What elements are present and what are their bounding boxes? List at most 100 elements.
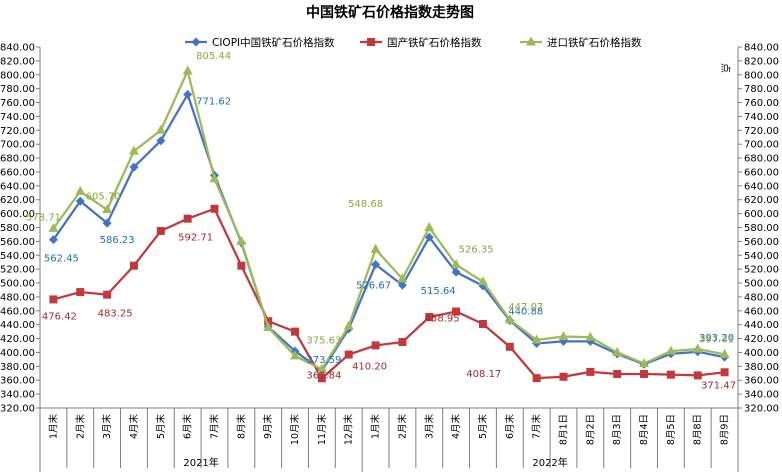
legend-label: CIOPI中国铁矿石价格指数 xyxy=(212,36,335,49)
y-tick-label-left: 460.00 xyxy=(0,306,35,317)
plot-area: 562.45 586.23 771.62 373.59 526.67 515.64 440.… xyxy=(26,51,736,391)
y-tick-label-left: 780.00 xyxy=(0,84,35,95)
x-tick-label: 3月末 xyxy=(101,414,113,440)
data-point xyxy=(344,350,353,359)
data-label: 526.35 xyxy=(459,245,494,256)
y-tick-label-left: 820.00 xyxy=(0,56,35,67)
data-label: 375.63 xyxy=(306,335,341,346)
legend-label: 进口铁矿石价格指数 xyxy=(547,36,642,49)
y-tick-label-left: 400.00 xyxy=(0,348,35,359)
year-label: 2022年 xyxy=(532,456,567,469)
data-point xyxy=(692,343,703,353)
data-point xyxy=(263,321,274,331)
data-label: 805.44 xyxy=(196,51,231,62)
y-tick-label-right: 740.00 xyxy=(744,112,779,123)
data-point xyxy=(48,235,58,245)
legend-label: 国产铁矿石价格指数 xyxy=(387,36,482,49)
axes: 320.00 320.00 340.00 340.00 360.00 360.00 380.… xyxy=(0,43,779,472)
data-point xyxy=(75,196,85,206)
data-point xyxy=(585,331,596,341)
data-label: 476.42 xyxy=(42,311,77,322)
y-tick-label-right: 380.00 xyxy=(744,362,779,373)
x-tick-label: 7月末 xyxy=(209,414,221,440)
data-point xyxy=(48,222,59,232)
data-label: 410.20 xyxy=(352,361,387,372)
x-tick-label: 1月末 xyxy=(370,414,382,440)
y2-axis-label: 点 xyxy=(719,63,731,73)
y-tick-label-right: 520.00 xyxy=(744,265,779,276)
legend: CIOPI中国铁矿石价格指数 国产铁矿石价格指数 进口铁矿石价格指数 xyxy=(185,36,642,49)
data-point xyxy=(128,145,139,155)
y-tick-label-left: 540.00 xyxy=(0,251,35,262)
data-point xyxy=(290,350,301,360)
data-point xyxy=(398,338,407,347)
data-point xyxy=(424,232,434,242)
data-point xyxy=(693,371,702,380)
y-tick-label-left: 700.00 xyxy=(0,140,35,151)
y-tick-label-left: 420.00 xyxy=(0,334,35,345)
data-point xyxy=(102,218,112,228)
data-point xyxy=(504,314,515,324)
data-label: 397.31 xyxy=(699,334,734,345)
data-point xyxy=(264,317,273,326)
y-tick-label-right: 560.00 xyxy=(744,237,779,248)
y-tick-label-left: 600.00 xyxy=(0,209,35,220)
data-label: 447.07 xyxy=(508,302,543,313)
data-point xyxy=(129,162,139,172)
series-1 xyxy=(49,204,729,383)
x-tick-label: 12月末 xyxy=(343,414,355,446)
data-point xyxy=(156,136,166,146)
y-tick-label-right: 840.00 xyxy=(744,43,779,54)
legend-entry: CIOPI中国铁矿石价格指数 xyxy=(185,36,335,49)
data-label: 440.88 xyxy=(508,307,543,318)
x-tick-label: 1月末 xyxy=(47,414,59,440)
data-point xyxy=(505,342,514,351)
y-tick-label-right: 660.00 xyxy=(744,167,779,178)
y-tick-label-left: 620.00 xyxy=(0,195,35,206)
data-label: 483.25 xyxy=(98,309,133,320)
x-tick-label: 3月末 xyxy=(423,414,435,440)
y-tick-label-left: 480.00 xyxy=(0,292,35,303)
data-point xyxy=(156,226,165,235)
data-label: 578.71 xyxy=(26,212,61,223)
data-label: 586.23 xyxy=(100,235,135,246)
y-tick-label-left: 500.00 xyxy=(0,279,35,290)
data-point xyxy=(210,204,219,213)
y-tick-label-right: 420.00 xyxy=(744,334,779,345)
y-tick-label-right: 700.00 xyxy=(744,140,779,151)
series-line xyxy=(53,207,725,380)
data-point xyxy=(424,222,435,231)
x-tick-label: 8月3日 xyxy=(612,414,623,445)
data-point xyxy=(613,369,622,378)
data-point xyxy=(665,345,676,355)
data-point xyxy=(640,369,649,378)
data-point xyxy=(639,358,650,368)
data-label: 592.71 xyxy=(178,233,213,244)
y-tick-label-left: 660.00 xyxy=(0,167,35,178)
y-tick-label-right: 400.00 xyxy=(744,348,779,359)
data-point xyxy=(236,235,247,245)
y-tick-label-right: 680.00 xyxy=(744,154,779,165)
data-label: 371.47 xyxy=(701,380,736,391)
y-tick-label-right: 760.00 xyxy=(744,98,779,109)
y-tick-label-left: 680.00 xyxy=(0,154,35,165)
data-point xyxy=(75,185,86,195)
data-label: 515.64 xyxy=(421,286,456,297)
data-point xyxy=(531,334,542,344)
series-0 xyxy=(48,89,730,376)
y-tick-label-left: 380.00 xyxy=(0,362,35,373)
x-tick-label: 9月末 xyxy=(262,414,274,440)
data-label: 408.17 xyxy=(466,369,501,380)
x-tick-label: 10月末 xyxy=(289,414,301,446)
data-point xyxy=(183,89,193,99)
legend-marker xyxy=(526,36,536,46)
legend-entry: 国产铁矿石价格指数 xyxy=(360,36,482,49)
data-label: 562.45 xyxy=(44,254,79,265)
y-tick-label-right: 600.00 xyxy=(744,209,779,220)
x-tick-label: 8月5日 xyxy=(666,414,677,445)
y-tick-label-left: 320.00 xyxy=(0,404,35,415)
x-tick-label: 6月末 xyxy=(504,414,516,440)
data-point xyxy=(451,267,461,277)
data-point xyxy=(452,307,461,316)
